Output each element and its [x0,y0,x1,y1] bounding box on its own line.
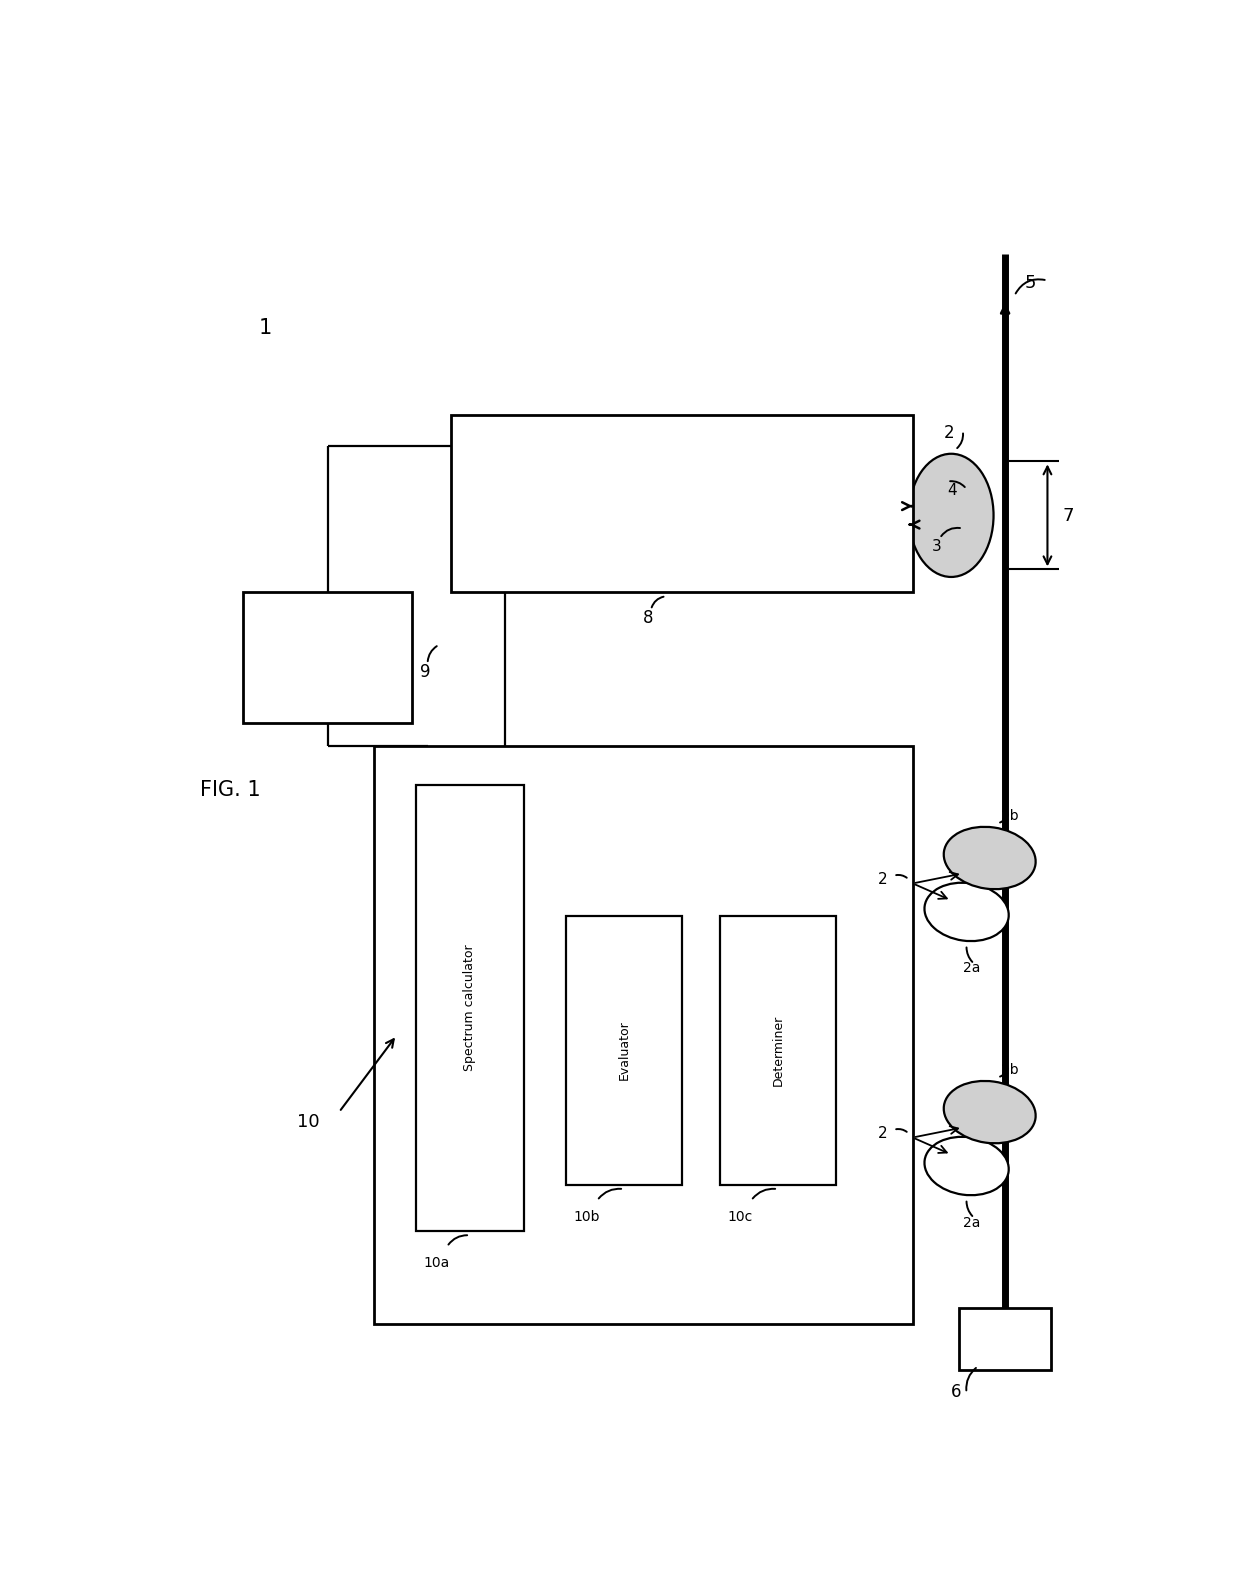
Text: 9: 9 [420,663,430,682]
Text: 6: 6 [951,1384,962,1401]
Ellipse shape [925,1136,1008,1195]
Text: 8: 8 [644,609,653,626]
Ellipse shape [944,826,1035,889]
Bar [567,916,682,1185]
Text: 4: 4 [947,483,957,499]
Text: 2a: 2a [962,962,980,976]
Text: 7: 7 [1063,507,1074,524]
Text: Determiner: Determiner [771,1015,785,1086]
Ellipse shape [944,1081,1035,1143]
Text: Spectrum calculator: Spectrum calculator [464,944,476,1072]
Ellipse shape [909,453,993,578]
Bar [373,746,913,1324]
Text: 2: 2 [878,1127,888,1141]
Text: 10a: 10a [424,1256,450,1270]
Text: 10c: 10c [728,1210,753,1223]
Bar [417,785,523,1231]
Text: FIG. 1: FIG. 1 [201,781,262,800]
Bar [450,416,913,592]
Text: 10b: 10b [574,1210,600,1223]
Bar [243,592,412,724]
Ellipse shape [925,883,1008,941]
Text: 1: 1 [258,318,272,338]
Text: 5: 5 [1024,274,1035,293]
Text: 2: 2 [944,425,954,442]
Text: 2: 2 [878,872,888,888]
Text: 2b: 2b [1001,1064,1019,1078]
Text: 3: 3 [932,538,941,554]
Bar [959,1308,1052,1369]
Text: 2a: 2a [962,1215,980,1229]
Text: 2b: 2b [1001,809,1019,823]
Bar [720,916,836,1185]
Text: 10: 10 [296,1113,320,1132]
Text: Evaluator: Evaluator [618,1020,630,1080]
